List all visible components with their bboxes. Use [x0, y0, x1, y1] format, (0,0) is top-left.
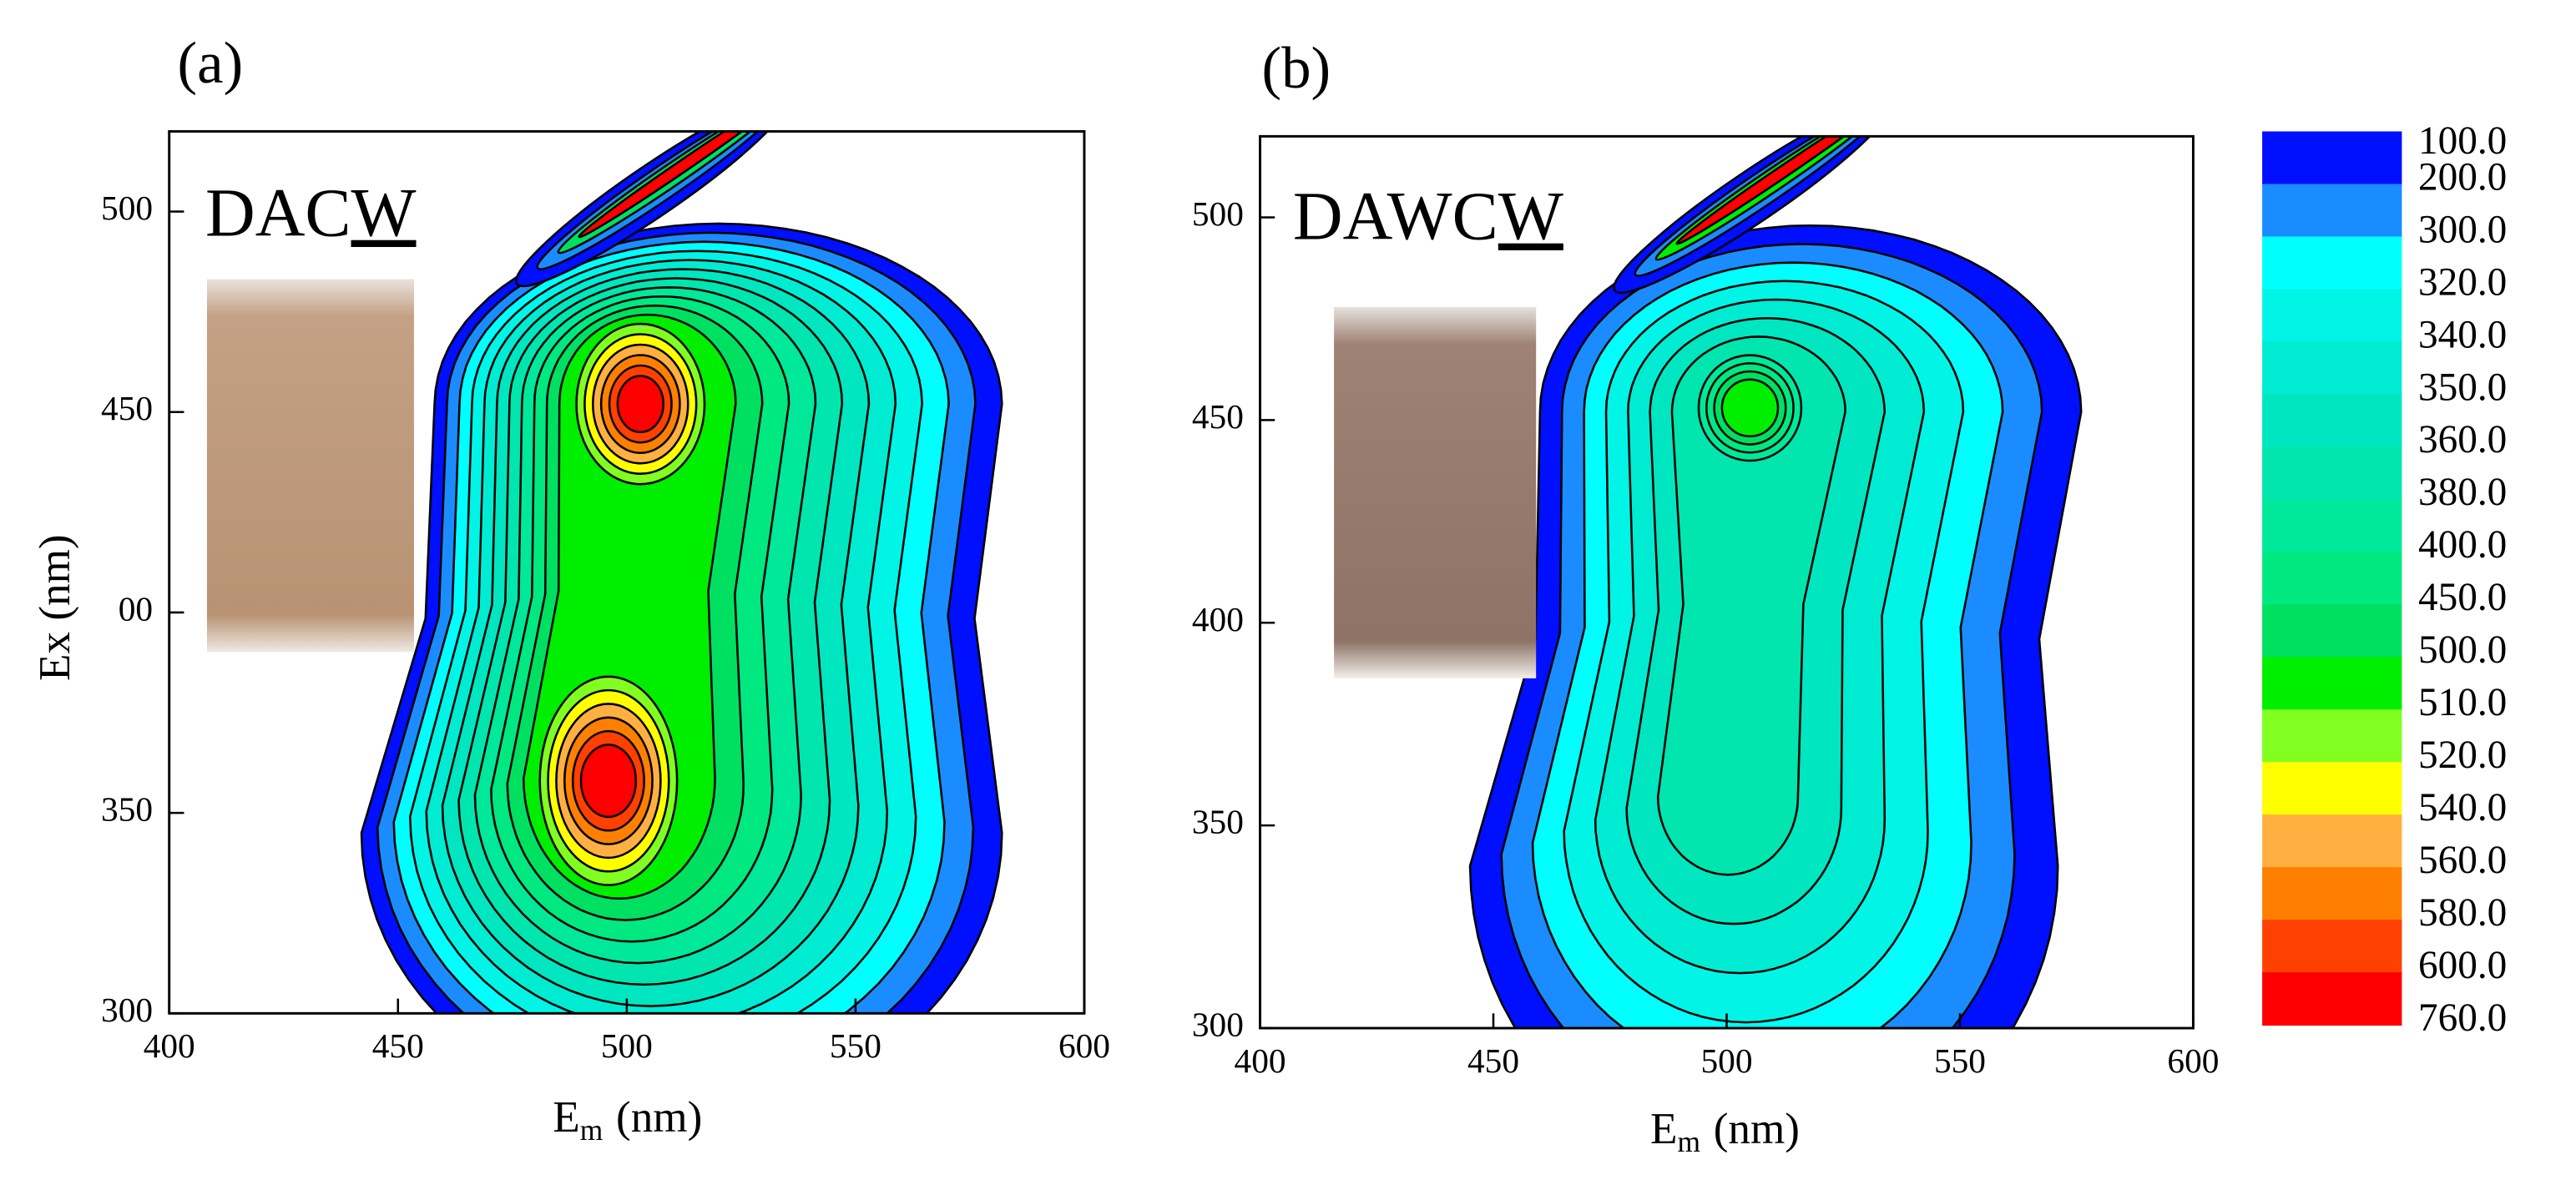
colorbar-swatch — [2262, 184, 2402, 238]
y-tick-label: 500 — [101, 189, 153, 227]
colorbar-label: 360.0 — [2418, 418, 2507, 461]
contour-fill — [578, 131, 785, 239]
sample-photo — [206, 279, 414, 653]
x-axis-label-sub: m — [580, 1113, 604, 1147]
colorbar-label: 380.0 — [2418, 471, 2507, 514]
y-tick-label: 00 — [119, 589, 153, 628]
colorbar-label: 200.0 — [2418, 155, 2507, 199]
colorbar-label: 540.0 — [2418, 786, 2507, 829]
x-tick-label: 500 — [601, 1026, 653, 1065]
x-tick-label: 400 — [1235, 1041, 1286, 1080]
sample-name: DACW — [205, 174, 417, 251]
x-tick-label: 450 — [372, 1026, 424, 1065]
x-axis-label-sub: m — [1677, 1125, 1700, 1158]
y-tick-label: 300 — [101, 991, 153, 1029]
x-axis-label-unit: (nm) — [616, 1093, 702, 1142]
x-tick-label: 450 — [1467, 1041, 1519, 1080]
colorbar-swatch — [2262, 972, 2402, 1026]
y-tick-label: 450 — [1192, 397, 1244, 436]
y-tick-label: 450 — [101, 389, 153, 427]
colorbar-swatch — [2262, 236, 2402, 290]
colorbar-label: 510.0 — [2418, 681, 2507, 724]
y-axis-label: Ex (nm) — [31, 534, 79, 681]
colorbar-swatch — [2262, 657, 2402, 711]
colorbar-label: 400.0 — [2418, 523, 2507, 567]
colorbar-label: 760.0 — [2418, 996, 2507, 1040]
colorbar-swatch — [2262, 604, 2402, 658]
y-tick-label: 300 — [1192, 1006, 1244, 1044]
colorbar-swatch — [2262, 762, 2402, 816]
sample-name-part: DAC — [205, 174, 351, 251]
x-tick-label: 600 — [2167, 1041, 2219, 1080]
colorbar-swatch — [2262, 709, 2402, 764]
colorbar-label: 340.0 — [2418, 313, 2507, 356]
colorbar-label: 520.0 — [2418, 734, 2507, 777]
x-tick-label: 500 — [1700, 1041, 1752, 1080]
sample-name-underlined: W — [1498, 178, 1563, 255]
colorbar-swatch — [2262, 289, 2402, 343]
x-axis-label: Em (nm) — [1650, 1105, 1800, 1158]
colorbar-label: 560.0 — [2418, 839, 2507, 882]
x-axis-label: Em (nm) — [553, 1093, 702, 1147]
y-tick-label: 350 — [101, 790, 153, 829]
colorbar-label: 580.0 — [2418, 891, 2507, 935]
y-tick-label: 350 — [1192, 803, 1244, 841]
colorbar-label: 100.0 — [2418, 119, 2507, 163]
sample-name-part: DAWC — [1293, 178, 1498, 255]
y-tick-label: 400 — [1192, 600, 1244, 638]
x-axis-label-main: E — [1650, 1105, 1677, 1153]
x-axis-label-main: E — [553, 1093, 579, 1142]
colorbar-swatch — [2262, 552, 2402, 606]
contour-fill — [1720, 378, 1780, 438]
colorbar-label: 500.0 — [2418, 628, 2507, 672]
colorbar-label: 450.0 — [2418, 576, 2507, 619]
x-tick-label: 400 — [144, 1026, 195, 1065]
colorbar-swatch — [2262, 131, 2402, 185]
x-tick-label: 600 — [1058, 1026, 1110, 1065]
colorbar-swatch — [2262, 499, 2402, 553]
contour-fill — [579, 744, 638, 819]
sample-name: DAWCW — [1293, 178, 1563, 255]
colorbar-swatch — [2262, 341, 2402, 396]
x-tick-label: 550 — [830, 1026, 881, 1065]
sample-name-underlined: W — [351, 174, 417, 251]
sample-photo — [1334, 307, 1537, 678]
x-tick-label: 550 — [1934, 1041, 1986, 1080]
x-axis-label-unit: (nm) — [1714, 1105, 1800, 1153]
colorbar-label: 600.0 — [2418, 944, 2507, 987]
contour-fill — [1656, 335, 1846, 876]
panel-title: (a) — [178, 31, 244, 96]
colorbar-label: 350.0 — [2418, 366, 2507, 409]
contour-area — [1468, 136, 2083, 1029]
panel-title: (b) — [1262, 36, 1331, 101]
colorbar-swatch — [2262, 920, 2402, 974]
colorbar-swatch — [2262, 814, 2402, 869]
colorbar-swatch — [2262, 446, 2402, 501]
y-tick-label: 500 — [1192, 194, 1244, 233]
colorbar-swatch — [2262, 394, 2402, 448]
colorbar-label: 320.0 — [2418, 260, 2507, 304]
contour-area — [360, 131, 1003, 1014]
contour-fill — [616, 375, 664, 434]
colorbar-label: 300.0 — [2418, 208, 2507, 251]
colorbar-swatch — [2262, 867, 2402, 921]
